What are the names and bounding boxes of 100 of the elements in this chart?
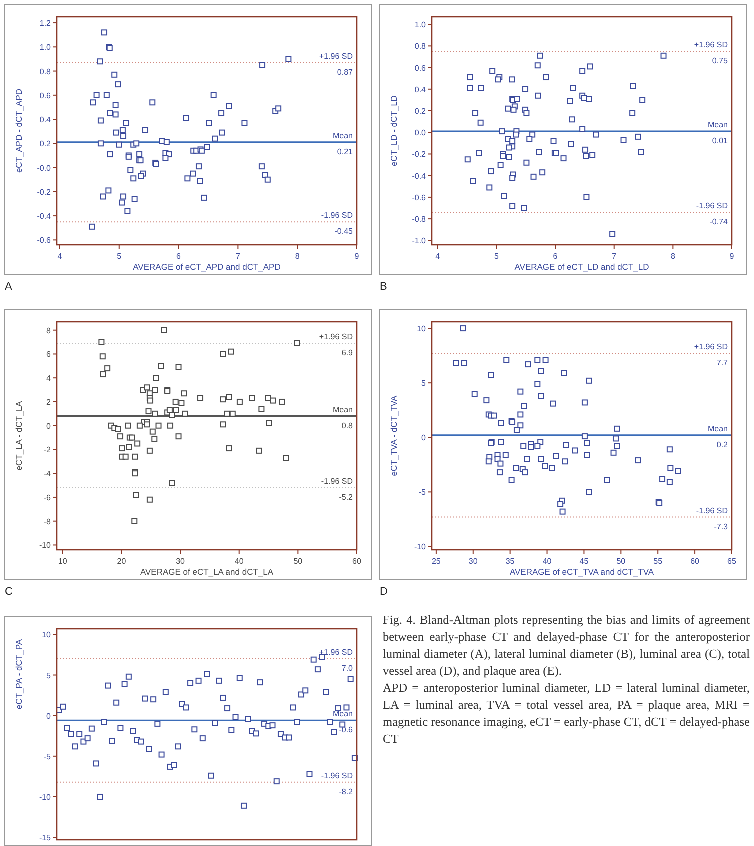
y-axis-title: eCT_LD - dCT_LD xyxy=(389,96,399,166)
text: D xyxy=(380,586,388,598)
ref-line-label: Mean xyxy=(708,424,728,434)
x-tick-label: 25 xyxy=(432,557,442,566)
y-tick-label: -10 xyxy=(414,542,427,552)
y-axis-title: eCT_PA - dCT_PA xyxy=(14,639,24,710)
text: A xyxy=(5,281,13,293)
y-tick-label: 8 xyxy=(46,326,52,336)
y-tick-label: 10 xyxy=(42,630,52,640)
x-tick-label: 8 xyxy=(295,252,300,261)
annotation: 7.0 xyxy=(342,664,354,674)
annotation: -8.2 xyxy=(339,787,354,796)
y-tick-label: 1.0 xyxy=(414,20,427,30)
x-tick-label: 45 xyxy=(580,557,590,566)
y-tick-label: -5 xyxy=(44,752,52,762)
y-tick-label: 1.2 xyxy=(40,19,52,28)
y-axis-title: eCT_TVA - dCT_TVA xyxy=(389,395,399,476)
text: APD = anteroposterior luminal diameter, LD = lateral luminal diameter, LA = luminal area, TVA = total vessel area, PA = plaque area, MRI = magnetic resonance imaging, eCT = early-phase CT, dCT = delayed-phase CT xyxy=(383,680,750,748)
x-tick-label: 60 xyxy=(352,557,362,566)
y-tick-label: -0.8 xyxy=(412,215,427,224)
x-tick-label: 4 xyxy=(58,252,63,261)
ref-line-label: +1.96 SD xyxy=(319,332,354,342)
ref-line-label: -1.96 SD xyxy=(696,506,728,516)
x-tick-label: 9 xyxy=(730,252,735,261)
annotation: -0.74 xyxy=(710,218,729,227)
y-tick-label: -15 xyxy=(39,834,52,843)
annotation: 0.87 xyxy=(337,68,354,77)
ref-line-label: Mean xyxy=(708,120,728,130)
y-tick-label: 0.4 xyxy=(414,85,427,94)
x-tick-label: 9 xyxy=(354,252,360,261)
y-tick-label: 0.4 xyxy=(40,116,52,125)
y-tick-label: -0.0 xyxy=(37,164,52,173)
x-tick-label: 6 xyxy=(176,252,182,261)
x-tick-label: 50 xyxy=(294,557,304,566)
x-axis-title: AVERAGE of eCT_TVA and dCT_TVA xyxy=(510,567,654,577)
y-tick-label: -8 xyxy=(44,517,52,526)
y-tick-label: 0.6 xyxy=(414,64,427,73)
x-tick-label: 65 xyxy=(728,557,737,566)
y-tick-label: 1.0 xyxy=(40,43,52,52)
x-tick-label: 4 xyxy=(436,252,441,261)
x-tick-label: 5 xyxy=(117,252,122,261)
y-tick-label: 0.0 xyxy=(414,128,427,138)
y-tick-label: -0.6 xyxy=(37,236,52,246)
annotation: 0.21 xyxy=(337,147,354,156)
annotation: 0.8 xyxy=(342,421,354,430)
ref-line-label: Mean xyxy=(332,405,353,414)
y-axis-title: eCT_APD - dCT_APD xyxy=(14,88,24,174)
ref-line-label: Mean xyxy=(332,131,353,140)
y-tick-label: 6 xyxy=(46,350,52,360)
x-tick-label: 10 xyxy=(58,557,68,566)
x-tick-label: 40 xyxy=(542,557,552,566)
ref-line-label: -1.96 SD xyxy=(321,771,354,780)
annotation: 0.01 xyxy=(712,136,729,146)
y-tick-label: 0.8 xyxy=(40,67,52,76)
x-tick-label: 55 xyxy=(654,557,664,566)
y-tick-label: 2 xyxy=(46,398,52,407)
x-axis-title: AVERAGE of eCT_LD and dCT_LD xyxy=(514,262,650,272)
y-tick-label: 0 xyxy=(46,422,52,431)
annotation: -0.45 xyxy=(334,227,354,236)
x-tick-label: 7 xyxy=(236,252,241,261)
y-tick-label: 4 xyxy=(46,374,52,384)
x-tick-label: 6 xyxy=(553,252,558,261)
x-tick-label: 50 xyxy=(616,557,626,566)
text: C xyxy=(5,586,13,598)
x-tick-label: 30 xyxy=(468,557,478,566)
x-tick-label: 30 xyxy=(176,557,186,566)
y-tick-label: -0.6 xyxy=(412,193,427,202)
y-tick-label: 0.8 xyxy=(414,42,427,52)
annotation: 0.75 xyxy=(712,56,729,66)
ref-line-label: +1.96 SD xyxy=(319,648,354,658)
ref-line-label: +1.96 SD xyxy=(694,40,728,50)
annotation: -7.3 xyxy=(714,522,729,532)
y-tick-label: -5 xyxy=(418,488,427,498)
text: B xyxy=(380,281,388,293)
y-tick-label: 0.6 xyxy=(40,91,52,100)
x-tick-label: 7 xyxy=(612,252,618,261)
y-tick-label: 0.2 xyxy=(40,140,52,149)
x-tick-label: 8 xyxy=(670,252,676,261)
y-tick-label: -4 xyxy=(44,470,52,479)
caption: Fig. 4. Bland-Altman plots representing the bias and limits of agreement between early-phase CT and delayed-phase CT for the anteroposterior luminal diameter (A), lateral luminal diameter (B), luminal area (C), total vessel area (D), and plaque area (E). xyxy=(383,612,750,680)
y-tick-label: -0.2 xyxy=(412,150,427,160)
ref-line-label: Mean xyxy=(332,710,353,719)
x-axis-title: AVERAGE of eCT_LA and dCT_LA xyxy=(140,567,274,577)
x-tick-label: 40 xyxy=(234,557,244,566)
x-tick-label: 20 xyxy=(117,557,127,566)
y-tick-label: -2 xyxy=(44,446,52,455)
y-tick-label: -0.2 xyxy=(37,188,52,197)
y-tick-label: -6 xyxy=(44,493,52,502)
y-tick-label: -10 xyxy=(39,792,52,802)
y-axis-title: eCT_LA - dCT_LA xyxy=(14,400,24,471)
y-tick-label: 0 xyxy=(46,712,52,721)
ref-line-label: -1.96 SD xyxy=(321,211,354,220)
annotation: 6.9 xyxy=(342,348,354,358)
y-tick-label: -1.0 xyxy=(412,236,427,246)
y-tick-label: 5 xyxy=(422,379,427,388)
annotation: 0.2 xyxy=(716,440,729,450)
ref-line-label: +1.96 SD xyxy=(694,342,728,352)
y-tick-label: 10 xyxy=(417,324,427,334)
annotation: -5.2 xyxy=(339,492,354,502)
y-tick-label: -0.4 xyxy=(37,212,52,222)
